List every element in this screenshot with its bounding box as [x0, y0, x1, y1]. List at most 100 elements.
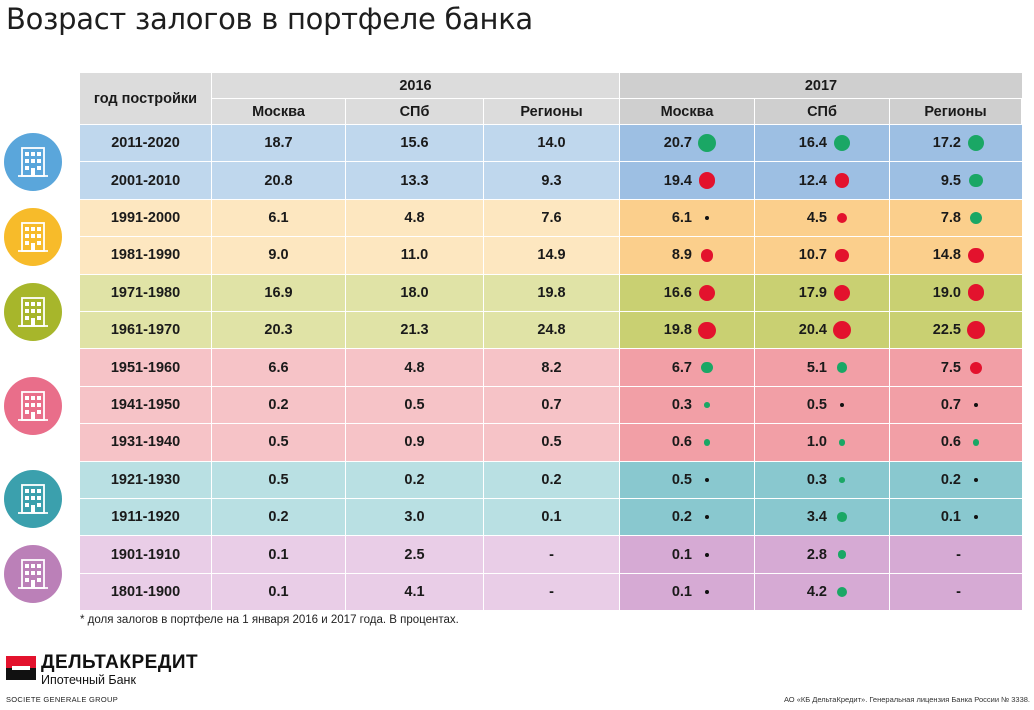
trend-dot-red: [698, 284, 715, 301]
value-2017-cell: 0.6: [890, 424, 1022, 461]
value-2017-cell: 0.6: [620, 424, 754, 461]
old-house-icon: [4, 470, 62, 528]
value-2016-cell: 14.0: [484, 125, 619, 162]
value-2017-cell: 0.1: [620, 536, 754, 573]
value-2016-cell: 11.0: [346, 237, 483, 274]
value-2017-cell: 4.2: [755, 573, 889, 611]
value-2017-cell: 6.7: [620, 349, 754, 386]
region-header-2016-1: СПб: [346, 99, 483, 124]
trend-dot-black: [840, 402, 844, 407]
value-2016-cell: 0.5: [484, 424, 619, 461]
region-header-2017-1: СПб: [755, 99, 889, 124]
value-2017: 0.7: [940, 396, 961, 413]
value-2017-cell: 20.4: [755, 312, 889, 349]
value-2017: 7.5: [940, 359, 961, 376]
value-2017: 0.1: [671, 546, 692, 563]
value-2017-cell: 9.5: [890, 162, 1022, 199]
value-2017-cell: 3.4: [755, 499, 889, 536]
value-2016-cell: 6.6: [212, 349, 345, 386]
value-2016-cell: 0.7: [484, 386, 619, 424]
value-2017-cell: 2.8: [755, 536, 889, 573]
value-2017-cell: 0.2: [890, 461, 1022, 498]
region-header-2016-2: Регионы: [484, 99, 619, 124]
trend-dot-green: [703, 439, 711, 446]
logo-name: ДЕЛЬТАКРЕДИТ: [41, 652, 199, 673]
period-cell: 1901-1910: [80, 536, 211, 573]
year-header-2017: 2017: [620, 73, 1022, 98]
value-2016-cell: 4.8: [346, 199, 483, 237]
region-header-2016-0: Москва: [212, 99, 345, 124]
value-2017: 20.7: [663, 135, 692, 152]
value-2017-cell: 0.3: [755, 461, 889, 498]
value-2016-cell: 0.5: [212, 461, 345, 498]
period-cell: 1911-1920: [80, 499, 211, 536]
period-cell: 2011-2020: [80, 125, 211, 162]
value-2017: 22.5: [932, 322, 961, 339]
value-2017-cell: 10.7: [755, 237, 889, 274]
value-2016-cell: 0.2: [212, 386, 345, 424]
value-2016-cell: 20.8: [212, 162, 345, 199]
trend-dot-green: [837, 512, 847, 522]
value-2017: 0.1: [671, 583, 692, 600]
value-2016-cell: -: [484, 573, 619, 611]
value-2016-cell: 16.9: [212, 274, 345, 311]
region-header-2017-2: Регионы: [890, 99, 1021, 124]
value-2016-cell: 0.2: [484, 461, 619, 498]
period-cell: 1801-1900: [80, 573, 211, 611]
value-2017: 4.2: [806, 583, 827, 600]
trend-dot-black: [974, 402, 978, 407]
value-2016-cell: 0.1: [212, 536, 345, 573]
value-2017: 20.4: [798, 322, 827, 339]
classical-building-icon: [4, 544, 62, 603]
value-2016-cell: 4.8: [346, 349, 483, 386]
trend-dot-red: [967, 284, 985, 302]
value-2017: 1.0: [806, 434, 827, 451]
value-2016-cell: -: [484, 536, 619, 573]
value-2017-cell: 0.5: [620, 461, 754, 498]
trend-dot-red: [834, 173, 850, 188]
trend-dot-red: [968, 247, 984, 264]
value-2017: 0.3: [671, 396, 692, 413]
value-2017: 14.8: [932, 247, 961, 264]
value-2017-cell: 0.3: [620, 386, 754, 424]
value-2016-cell: 0.5: [212, 424, 345, 461]
value-2017-cell: 6.1: [620, 199, 754, 237]
value-2017-cell: 19.4: [620, 162, 754, 199]
value-2016-cell: 19.8: [484, 274, 619, 311]
trend-dot-green: [969, 174, 983, 188]
trend-dot-green: [967, 135, 985, 152]
value-2016-cell: 0.2: [346, 461, 483, 498]
value-2016-cell: 4.1: [346, 573, 483, 611]
trend-dot-green: [839, 476, 845, 483]
value-2017: 17.9: [798, 284, 827, 301]
trend-dot-black: [705, 589, 709, 594]
value-2017: 19.8: [663, 322, 692, 339]
value-2017-cell: 17.9: [755, 274, 889, 311]
value-2017-cell: 0.1: [620, 573, 754, 611]
apartment-block-icon: [4, 208, 62, 267]
value-2017: 0.6: [671, 434, 692, 451]
value-2017: 19.4: [663, 172, 692, 189]
period-cell: 1951-1960: [80, 349, 211, 386]
value-2017-cell: 1.0: [755, 424, 889, 461]
value-2016-cell: 2.5: [346, 536, 483, 573]
trend-dot-red: [698, 172, 716, 190]
trend-dot-red: [835, 248, 849, 263]
trend-dot-green: [704, 402, 710, 408]
group-text: SOCIETE GENERALE GROUP: [6, 695, 119, 704]
value-2016-cell: 9.3: [484, 162, 619, 199]
trend-dot-green: [698, 134, 716, 153]
license-text: АО «КБ ДельтаКредит». Генеральная лиценз…: [783, 695, 1030, 704]
logo-mark-icon: [6, 656, 36, 680]
trend-dot-red: [836, 212, 848, 224]
trend-dot-green: [969, 211, 983, 225]
year-header-2016: 2016: [212, 73, 619, 98]
row-header-label: год постройки: [80, 73, 211, 124]
historic-building-icon: [4, 376, 62, 435]
period-cell: 1981-1990: [80, 237, 211, 274]
value-2016-cell: 8.2: [484, 349, 619, 386]
value-2017: 6.7: [671, 359, 692, 376]
value-2017-cell: -: [890, 536, 1022, 573]
value-2017: 3.4: [806, 509, 827, 526]
